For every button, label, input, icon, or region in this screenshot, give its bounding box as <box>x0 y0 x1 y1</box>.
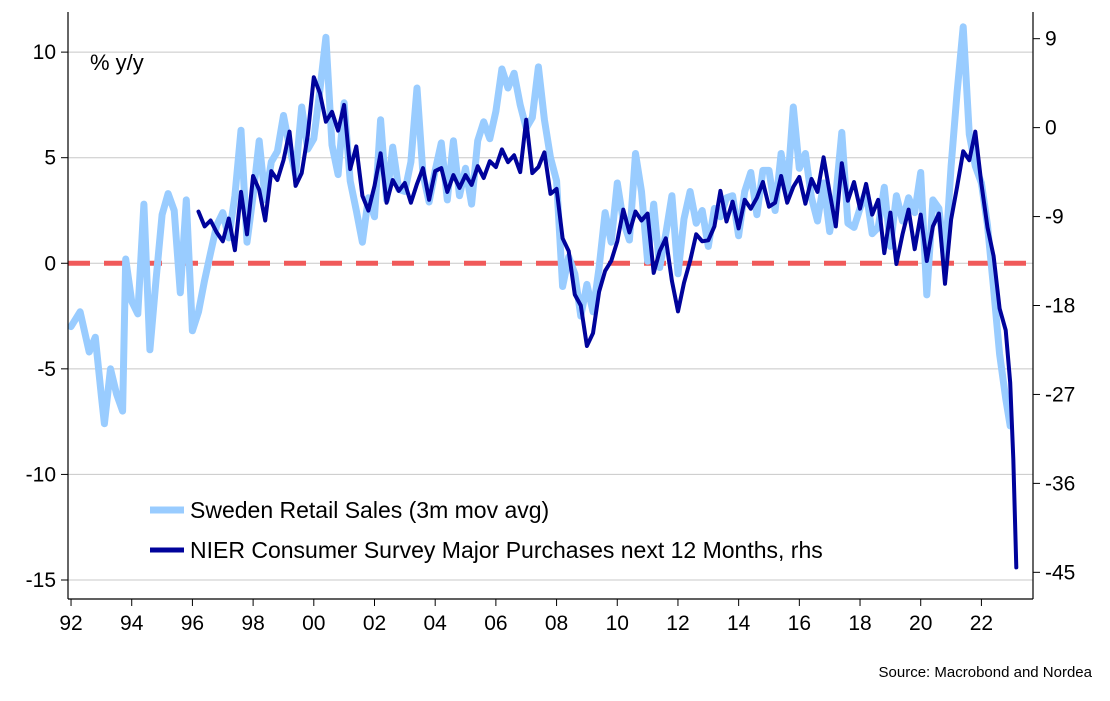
y-right-tick-label: -45 <box>1045 561 1075 584</box>
legend-label-retail-sales: Sweden Retail Sales (3m mov avg) <box>190 497 549 523</box>
y-left-tick-label: 5 <box>44 147 56 170</box>
y-right-tick-label: -18 <box>1045 295 1075 318</box>
y-right-tick-label: 9 <box>1045 28 1057 51</box>
series-line-nier-survey <box>196 75 1019 570</box>
y-left-tick-label: -5 <box>37 358 56 381</box>
x-tick-label: 00 <box>302 612 325 635</box>
axes: 10 5 0 -5 -10 -15 9 0 -9 -18 -27 -36 -45 92 94 96 98 00 02… <box>26 12 1075 635</box>
x-tick-label: 94 <box>120 612 144 635</box>
x-tick-label: 12 <box>666 612 689 635</box>
legend-label-nier-survey: NIER Consumer Survey Major Purchases nex… <box>190 537 823 563</box>
series-line-retail-sales <box>67 23 1014 430</box>
y-left-tick-label: -15 <box>26 569 56 592</box>
x-tick-label: 06 <box>484 612 507 635</box>
x-tick-label: 98 <box>241 612 264 635</box>
x-tick-label: 16 <box>788 612 811 635</box>
x-tick-label: 96 <box>181 612 204 635</box>
x-tick-label: 08 <box>545 612 568 635</box>
x-tick-label: 04 <box>424 612 448 635</box>
legend: Sweden Retail Sales (3m mov avg) NIER Co… <box>150 497 823 563</box>
x-tick-label: 92 <box>59 612 82 635</box>
y-left-tick-label: -10 <box>26 463 56 486</box>
x-tick-label: 10 <box>606 612 629 635</box>
x-tick-label: 20 <box>909 612 932 635</box>
unit-label: % y/y <box>90 50 144 75</box>
y-left-tick-label: 10 <box>33 41 56 64</box>
y-left-tick-label: 0 <box>44 252 56 275</box>
y-right-tick-label: -36 <box>1045 472 1075 495</box>
x-tick-label: 14 <box>727 612 751 635</box>
series-lines <box>67 23 1019 570</box>
x-tick-label: 18 <box>848 612 871 635</box>
y-right-tick-label: 0 <box>1045 117 1057 140</box>
source-note: Source: Macrobond and Nordea <box>878 664 1092 681</box>
x-tick-label: 02 <box>363 612 386 635</box>
y-right-tick-label: -9 <box>1045 206 1064 229</box>
y-right-tick-label: -27 <box>1045 383 1075 406</box>
x-tick-label: 22 <box>970 612 993 635</box>
